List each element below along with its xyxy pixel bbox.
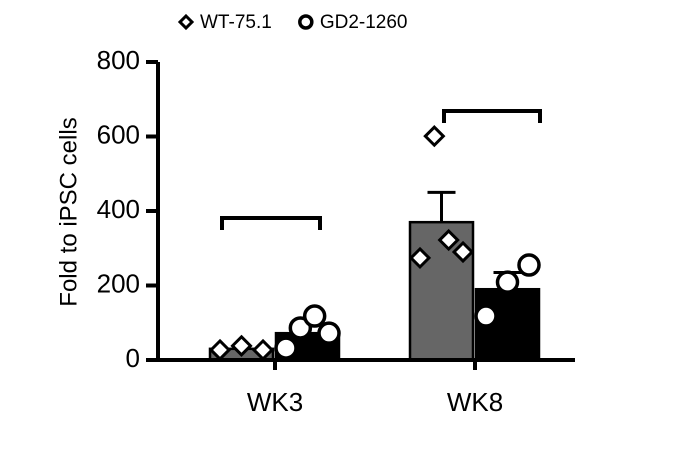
data-point xyxy=(302,304,327,328)
data-point xyxy=(408,246,432,270)
data-point xyxy=(474,304,498,328)
data-point xyxy=(517,253,541,277)
legend-marker xyxy=(177,13,195,31)
data-point xyxy=(230,334,253,357)
y-tick-label: 200 xyxy=(97,268,140,298)
legend-label: WT-75.1 xyxy=(200,12,272,33)
legend-label: GD2-1260 xyxy=(320,12,408,33)
data-point xyxy=(451,240,475,264)
y-tick-label: 600 xyxy=(97,119,140,149)
data-point xyxy=(423,125,446,148)
significance-bracket xyxy=(442,109,542,123)
x-tick-label: WK8 xyxy=(447,387,503,417)
error-bar xyxy=(427,190,456,223)
significance-bracket xyxy=(220,216,322,230)
legend-marker xyxy=(298,14,314,30)
data-point xyxy=(274,336,298,360)
y-axis-label: Fold to iPSC cells xyxy=(55,117,82,306)
y-tick-label: 0 xyxy=(126,343,140,373)
y-tick-label: 800 xyxy=(97,45,140,75)
data-point xyxy=(317,321,341,345)
data-point xyxy=(495,270,520,294)
x-tick-label: WK3 xyxy=(247,387,303,417)
y-tick-label: 400 xyxy=(97,194,140,224)
data-point xyxy=(437,228,460,252)
